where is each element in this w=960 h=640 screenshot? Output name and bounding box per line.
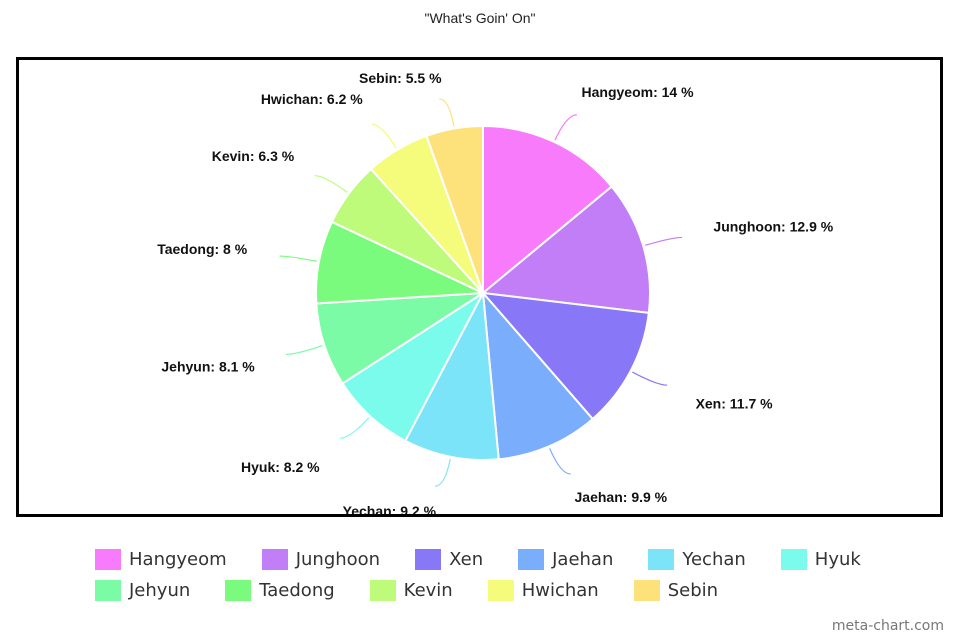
legend-label: Yechan	[682, 549, 746, 570]
legend-swatch	[261, 549, 288, 570]
legend-swatch	[633, 580, 660, 601]
legend-label: Xen	[449, 549, 484, 570]
data-label-taedong: Taedong: 8 %	[157, 241, 248, 257]
data-label-hangyeom: Hangyeom: 14 %	[582, 84, 695, 100]
data-label-xen: Xen: 11.7 %	[696, 395, 774, 411]
data-label-kevin: Kevin: 6.3 %	[212, 148, 295, 164]
legend-item-hyuk[interactable]: Hyuk	[780, 549, 861, 570]
legend-label: Jaehan	[552, 549, 614, 570]
legend-label: Sebin	[667, 580, 719, 601]
data-label-hwichan: Hwichan: 6.2 %	[261, 91, 363, 107]
data-label-hyuk: Hyuk: 8.2 %	[241, 459, 320, 475]
legend-item-kevin[interactable]: Kevin	[369, 580, 453, 601]
legend-label: Hwichan	[521, 580, 599, 601]
pie-slice-sebin	[425, 124, 484, 294]
legend-row: Jehyun Taedong Kevin Hwichan Sebin	[95, 575, 915, 606]
leader-line-jehyun	[285, 345, 323, 356]
leader-line-hangyeom	[554, 114, 577, 141]
legend-label: Hyuk	[814, 549, 861, 570]
leader-line-jaehan	[549, 448, 571, 475]
legend-swatch	[780, 549, 807, 570]
pie-slice-junghoon	[480, 185, 651, 315]
legend-swatch	[648, 549, 675, 570]
pie-slice-hangyeom	[482, 124, 614, 296]
legend-label: Jehyun	[129, 580, 191, 601]
leader-line-kevin	[314, 175, 348, 193]
legend-label: Kevin	[403, 580, 453, 601]
leader-line-taedong	[279, 255, 318, 262]
legend-item-sebin[interactable]: Sebin	[633, 580, 719, 601]
leader-line-sebin	[439, 98, 455, 127]
data-label-junghoon: Junghoon: 12.9 %	[713, 218, 833, 234]
legend-swatch	[487, 580, 514, 601]
data-label-sebin: Sebin: 5.5 %	[359, 70, 442, 86]
legend-swatch	[369, 580, 396, 601]
legend-label: Hangyeom	[129, 549, 227, 570]
legend-item-hwichan[interactable]: Hwichan	[487, 580, 599, 601]
leader-line-yechan	[434, 458, 451, 487]
legend-item-junghoon[interactable]: Junghoon	[261, 549, 381, 570]
pie-slice-xen	[480, 291, 650, 421]
legend-label: Junghoon	[295, 549, 381, 570]
pie-chart: Hangyeom: 14 % Junghoon: 12.9 % Xen: 11.7 …	[157, 70, 834, 514]
legend: Hangyeom Junghoon Xen Jaehan Yechan Hyuk Jehy…	[95, 544, 915, 606]
data-label-jehyun: Jehyun: 8.1 %	[161, 359, 255, 375]
leader-line-hyuk	[339, 417, 370, 439]
pie-slice-yechan	[403, 289, 500, 461]
legend-swatch	[518, 549, 545, 570]
watermark-text: meta-chart.com	[831, 618, 944, 634]
data-label-jaehan: Jaehan: 9.9 %	[575, 489, 668, 505]
legend-item-yechan[interactable]: Yechan	[648, 549, 746, 570]
leader-line-junghoon	[644, 236, 683, 246]
data-label-yechan: Yechan: 9.2 %	[343, 503, 437, 514]
leader-line-xen	[632, 371, 668, 386]
legend-swatch	[95, 580, 121, 601]
chart-frame: Hangyeom: 14 % Junghoon: 12.9 % Xen: 11.7 …	[16, 57, 943, 517]
leader-line-hwichan	[371, 123, 397, 149]
legend-swatch	[225, 580, 252, 601]
legend-item-taedong[interactable]: Taedong	[225, 580, 335, 601]
legend-row: Hangyeom Junghoon Xen Jaehan Yechan Hyuk	[95, 544, 915, 575]
legend-item-jehyun[interactable]: Jehyun	[95, 580, 190, 601]
chart-title: "What's Goin' On"	[424, 10, 536, 26]
legend-item-jaehan[interactable]: Jaehan	[518, 549, 613, 570]
legend-swatch	[415, 549, 442, 570]
legend-label: Taedong	[259, 580, 335, 601]
legend-swatch	[95, 549, 121, 570]
pie-slice-jaehan	[481, 289, 595, 461]
legend-item-hangyeom[interactable]: Hangyeom	[95, 549, 227, 570]
legend-item-xen[interactable]: Xen	[415, 549, 483, 570]
